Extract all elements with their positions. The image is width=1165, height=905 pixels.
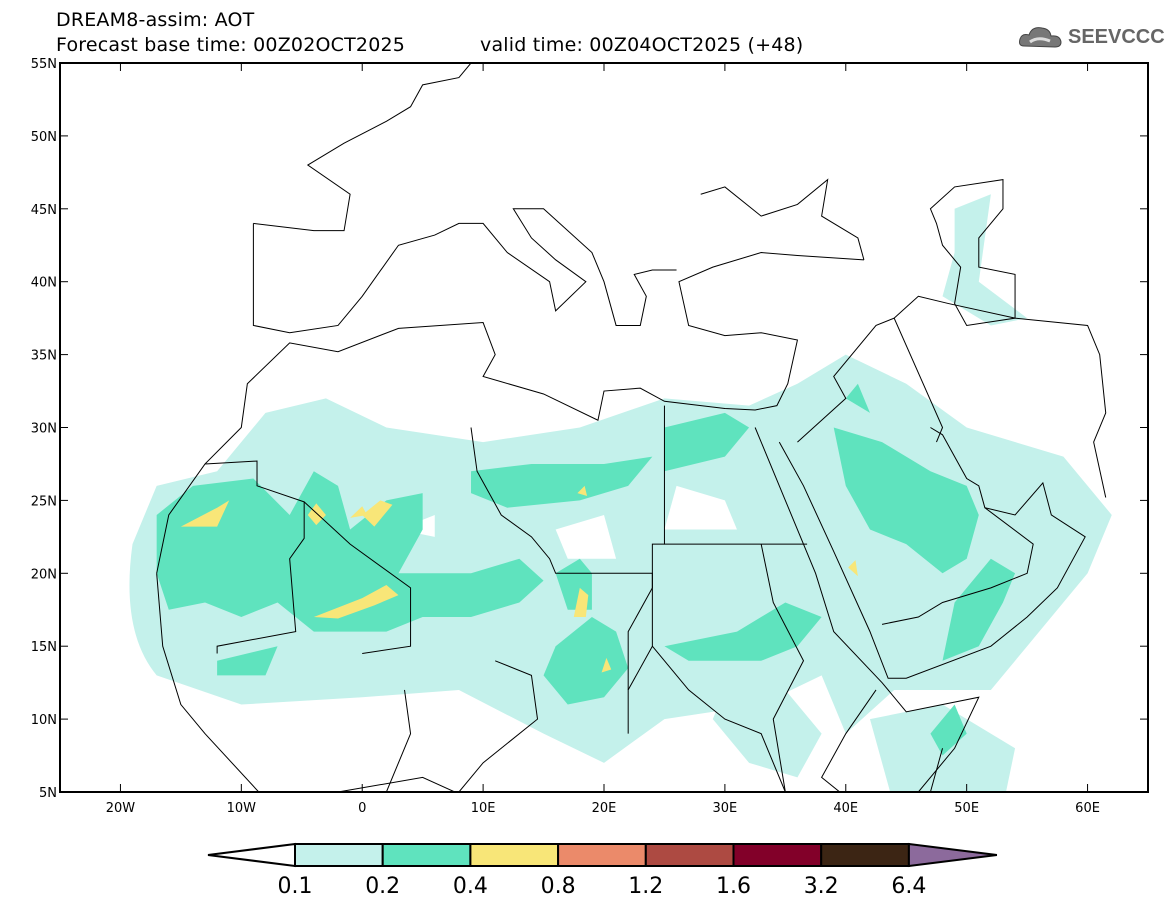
colorbar-swatch — [381, 843, 472, 867]
colorbar-swatch — [557, 843, 647, 867]
colorbar-label: 0.2 — [365, 874, 400, 899]
lat-label: 55N — [31, 57, 57, 72]
lon-label: 10E — [471, 801, 496, 816]
seevccc-logo: SEEVCCC — [1018, 24, 1165, 50]
coastlines-and-borders — [157, 63, 1106, 807]
lon-label: 30E — [713, 801, 738, 816]
colorbar-label: 1.6 — [716, 874, 751, 899]
lat-label: 40N — [31, 276, 57, 291]
colorbar-label: 0.8 — [541, 874, 576, 899]
colorbar-label: 0.4 — [453, 874, 488, 899]
colorbar-swatch — [820, 843, 910, 867]
forecast-base-time: Forecast base time: 00Z02OCT2025 — [56, 34, 406, 56]
colorbar-under-arrow — [207, 842, 296, 868]
lat-label: 30N — [31, 422, 57, 437]
valid-time: valid time: 00Z04OCT2025 (+48) — [480, 34, 804, 56]
lat-label: 25N — [31, 494, 57, 509]
lon-label: 10W — [227, 801, 257, 816]
lat-label: 15N — [31, 640, 57, 655]
lat-label: 20N — [31, 567, 57, 582]
lat-label: 45N — [31, 203, 57, 218]
lon-label: 50E — [954, 801, 979, 816]
aot-0.2-0.4-field — [156, 383, 1016, 756]
colorbar-swatch — [469, 843, 560, 867]
lon-label: 20E — [592, 801, 617, 816]
lat-label: 5N — [39, 786, 57, 801]
colorbar-swatch — [294, 843, 384, 867]
lon-label: 20W — [106, 801, 136, 816]
colorbar-label: 0.1 — [278, 874, 313, 899]
chart-title: DREAM8-assim: AOT — [56, 9, 255, 31]
cloud-icon — [1019, 27, 1062, 48]
lon-label: 40E — [833, 801, 858, 816]
logo-text: SEEVCCC — [1068, 25, 1165, 48]
colorbar-label: 6.4 — [891, 874, 926, 899]
lat-label: 50N — [31, 130, 57, 145]
lat-label: 35N — [31, 349, 57, 364]
lat-label: 10N — [31, 713, 57, 728]
colorbar-over-arrow — [907, 842, 998, 868]
lon-label: 0 — [358, 801, 366, 816]
aot-0.4-0.8-field — [180, 485, 858, 673]
colorbar-swatch — [644, 843, 735, 867]
lon-label: 60E — [1075, 801, 1100, 816]
colorbar-label: 1.2 — [628, 874, 663, 899]
colorbar-swatch — [732, 843, 823, 867]
colorbar-label: 3.2 — [804, 874, 839, 899]
